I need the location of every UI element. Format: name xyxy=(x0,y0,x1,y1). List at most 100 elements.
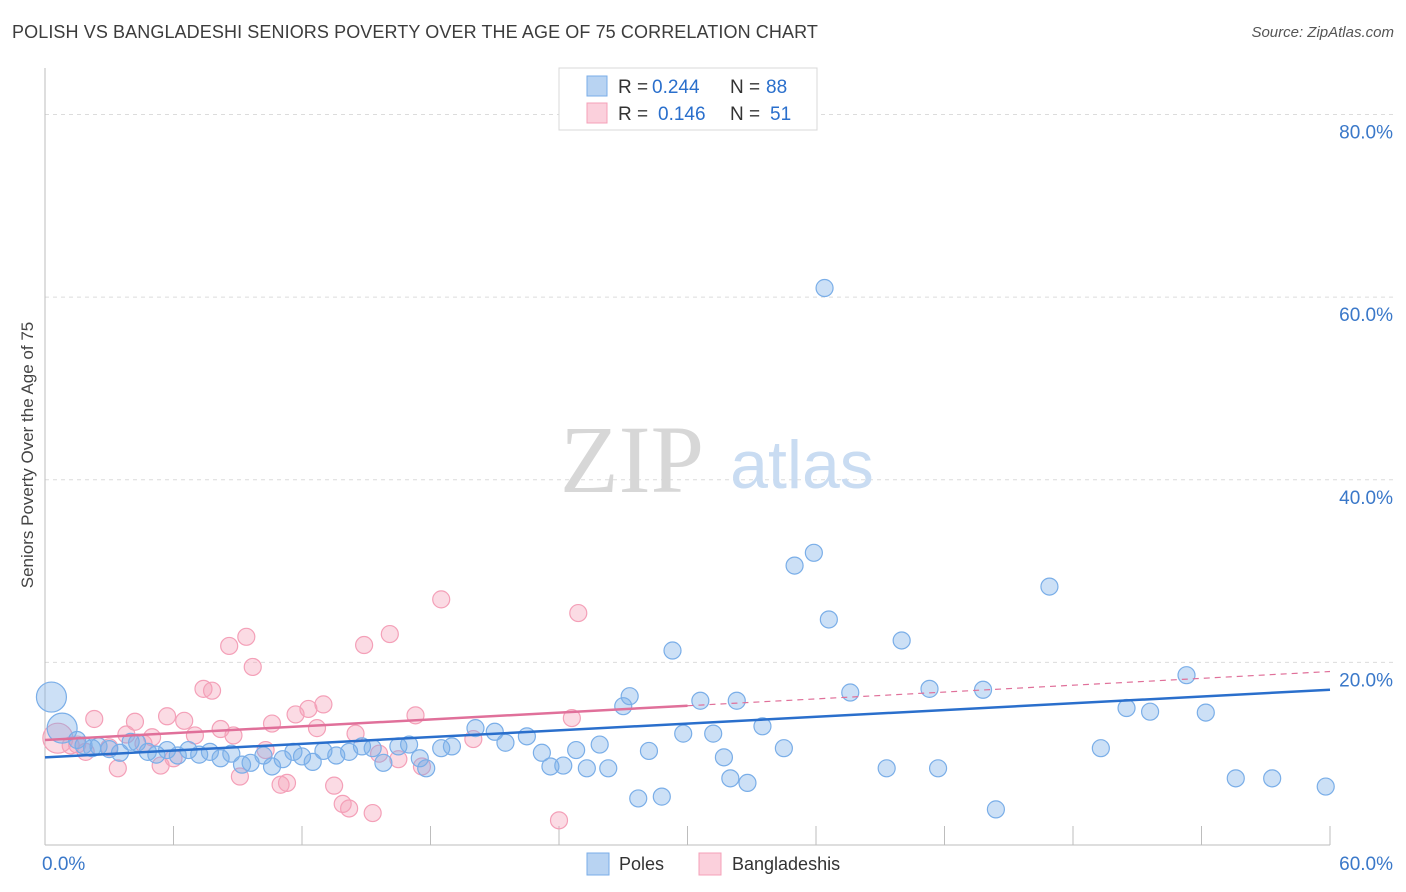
poles-point xyxy=(674,724,693,743)
legend-n-label: N = xyxy=(730,104,760,125)
poles-point xyxy=(1117,698,1136,718)
poles-point xyxy=(1196,703,1215,722)
poles-point xyxy=(819,610,838,629)
poles-point xyxy=(753,717,772,736)
poles-point xyxy=(774,739,793,758)
poles-point xyxy=(485,722,504,741)
poles-point xyxy=(590,735,609,754)
poles-point xyxy=(815,278,834,298)
poles-point xyxy=(222,744,241,763)
grid-lines xyxy=(45,114,1395,663)
bangladeshis-point xyxy=(220,636,239,656)
poles-point xyxy=(920,679,939,698)
bangladeshis-trend-extension xyxy=(687,670,1331,707)
poles-point xyxy=(986,800,1006,819)
poles-point xyxy=(785,556,804,575)
poles-point xyxy=(691,691,710,710)
legend-label-poles: Poles xyxy=(619,854,664,874)
y-tick-label: 40.0% xyxy=(1339,488,1393,509)
bangladeshis-point xyxy=(271,775,290,794)
y-tick-label: 80.0% xyxy=(1339,123,1393,144)
bangladeshis-point xyxy=(314,695,333,714)
bangladeshis-point xyxy=(262,714,282,733)
legend-label-bangladeshis: Bangladeshis xyxy=(732,854,840,874)
poles-point xyxy=(273,750,292,769)
bangladeshis-point xyxy=(389,750,408,769)
legend-n-label: N = xyxy=(730,77,760,98)
legend-swatch-poles xyxy=(586,852,610,876)
poles-point xyxy=(292,747,312,766)
poles-point xyxy=(804,543,823,562)
poles-point xyxy=(721,769,740,788)
poles-point xyxy=(727,691,746,710)
bangladeshis-point xyxy=(340,799,359,818)
poles-point xyxy=(973,680,993,699)
poles-point xyxy=(1091,739,1110,758)
poles-point xyxy=(877,759,896,778)
poles-point xyxy=(262,757,282,776)
poles-point xyxy=(399,735,419,754)
poles-point xyxy=(496,733,515,752)
trend-lines xyxy=(44,670,1331,759)
bangladeshis-point xyxy=(85,709,104,729)
legend-top: R = 0.244 N = 88 R = 0.146 N = 51 xyxy=(558,67,818,131)
poles-point xyxy=(841,683,860,702)
bangladeshis-point xyxy=(175,711,194,730)
x-tick-label: 0.0% xyxy=(42,854,85,875)
legend-r-value: 0.244 xyxy=(652,77,700,98)
legend-n-value: 88 xyxy=(766,77,787,98)
tick-labels: 20.0% 40.0% 60.0% 80.0% 0.0% 60.0% xyxy=(42,123,1393,875)
legend-r-label: R = xyxy=(618,104,648,125)
poles-point xyxy=(541,757,560,776)
poles-point xyxy=(577,759,596,778)
legend-r-label: R = xyxy=(618,77,648,98)
bangladeshis-point xyxy=(549,811,569,830)
poles-point xyxy=(417,759,436,778)
poles-point xyxy=(1226,769,1245,788)
legend-swatch-bangladeshis xyxy=(586,102,608,124)
y-tick-label: 60.0% xyxy=(1339,305,1393,326)
watermark-zip: ZIP xyxy=(560,406,704,513)
watermark-atlas: atlas xyxy=(730,427,874,503)
poles-point xyxy=(928,759,948,778)
poles-point xyxy=(738,773,757,793)
bangladeshis-point xyxy=(355,635,374,655)
watermark: ZIP atlas xyxy=(560,406,874,513)
bangladeshis-points xyxy=(42,590,588,830)
legend-bottom: Poles Bangladeshis xyxy=(586,852,840,876)
bangladeshis-point xyxy=(202,681,222,700)
bangladeshis-point xyxy=(299,699,318,719)
poles-point xyxy=(517,727,536,746)
poles-point xyxy=(211,749,230,768)
bangladeshis-point xyxy=(157,707,177,726)
source-label: Source: ZipAtlas.com xyxy=(1251,24,1394,41)
bangladeshis-point xyxy=(230,767,249,786)
axes xyxy=(44,68,1331,846)
bangladeshis-point xyxy=(363,803,382,823)
bangladeshis-point xyxy=(562,708,581,728)
poles-point xyxy=(1140,702,1160,721)
poles-point xyxy=(466,719,485,738)
bangladeshis-point xyxy=(307,719,327,738)
legend-n-value: 51 xyxy=(770,104,791,125)
poles-point xyxy=(442,737,462,756)
poles-point xyxy=(892,631,911,650)
bangladeshis-point xyxy=(325,776,344,795)
bangladeshis-point xyxy=(277,773,297,793)
poles-point xyxy=(714,748,734,767)
bangladeshis-point xyxy=(380,624,399,644)
poles-point xyxy=(374,753,393,772)
bangladeshis-point xyxy=(125,712,145,731)
poles-point xyxy=(620,687,639,706)
poles-point xyxy=(1263,769,1282,788)
poles-point xyxy=(663,641,682,660)
legend-swatch-poles xyxy=(586,75,608,97)
poles-point xyxy=(410,749,429,768)
poles-point xyxy=(567,740,586,760)
bangladeshis-point xyxy=(108,759,127,778)
bangladeshis-point xyxy=(432,590,451,609)
poles-point xyxy=(121,732,140,751)
poles-point xyxy=(1177,666,1196,685)
bangladeshis-point xyxy=(237,627,256,646)
